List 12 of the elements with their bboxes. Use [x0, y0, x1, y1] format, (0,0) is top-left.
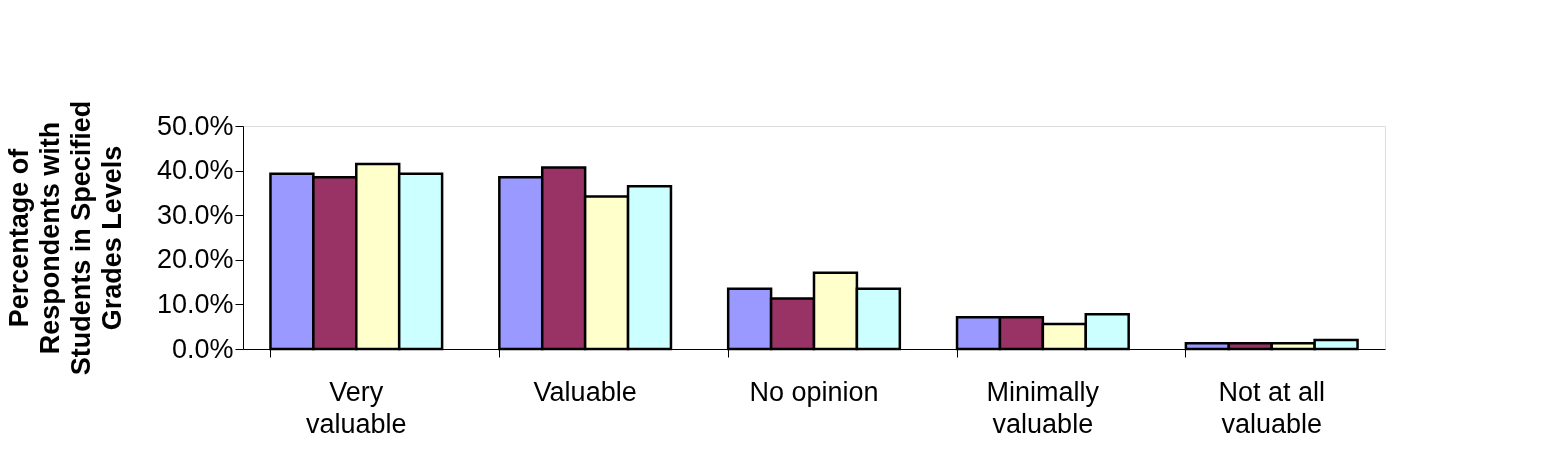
- y-tick-label: 20.0%: [156, 244, 234, 275]
- y-tick-label: 40.0%: [156, 155, 234, 186]
- y-tick-label: 30.0%: [156, 199, 234, 230]
- y-tick-label: 50.0%: [156, 110, 234, 141]
- x-tick-label: No opinion: [749, 376, 879, 407]
- x-tick-label: Minimally valuable: [986, 376, 1100, 439]
- x-tick-label: Very valuable: [306, 376, 407, 439]
- x-tick-label: Not at all valuable: [1218, 376, 1325, 439]
- y-tick-label: 10.0%: [156, 288, 234, 319]
- y-axis-title: Percentage of Respondents with Students in Specified Grades Levels: [3, 100, 127, 376]
- y-tick-label: 0.0%: [171, 333, 234, 364]
- x-tick-label: Valuable: [533, 376, 637, 407]
